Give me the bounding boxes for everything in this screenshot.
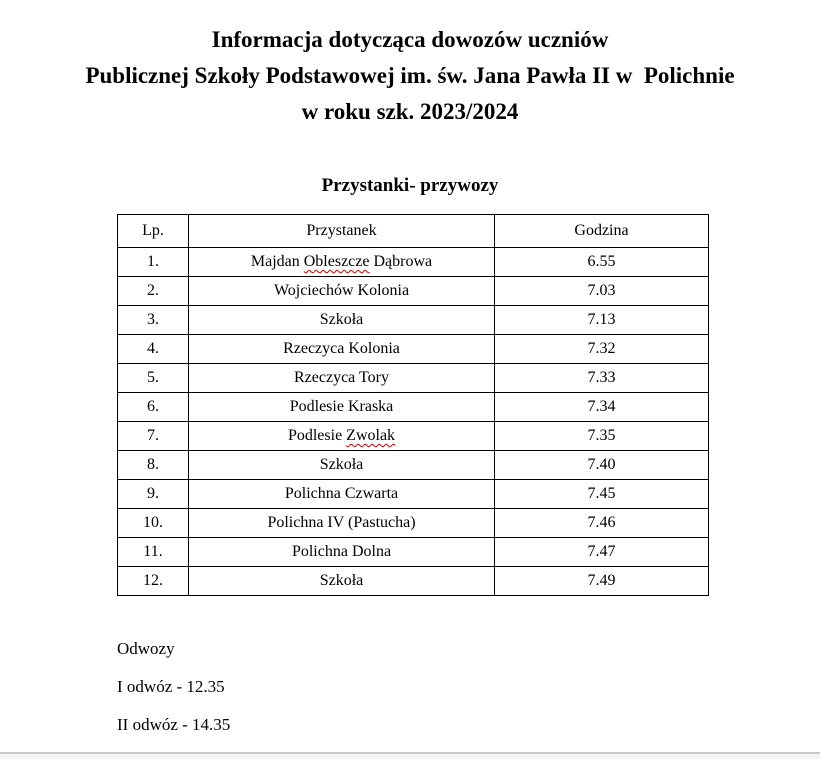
- odwoz-line-1: I odwóz - 12.35: [117, 677, 225, 696]
- cell-godzina: 7.49: [494, 566, 709, 596]
- cell-lp: 4.: [117, 334, 189, 364]
- col-header-godzina: Godzina: [494, 214, 709, 248]
- cell-godzina: 7.46: [494, 508, 709, 538]
- table-row: 3. Szkoła 7.13: [117, 305, 709, 335]
- table-row: 2. Wojciechów Kolonia 7.03: [117, 276, 709, 306]
- col-header-przystanek: Przystanek: [188, 214, 495, 248]
- cell-lp: 12.: [117, 566, 189, 596]
- cell-godzina: 7.34: [494, 392, 709, 422]
- cell-lp: 8.: [117, 450, 189, 480]
- cell-przystanek: Majdan Obleszcze Dąbrowa: [188, 247, 495, 277]
- cell-lp: 3.: [117, 305, 189, 335]
- page-bottom-edge: [0, 752, 820, 759]
- table-row: 11. Polichna Dolna 7.47: [117, 537, 709, 567]
- table-row: 5. Rzeczyca Tory 7.33: [117, 363, 709, 393]
- cell-godzina: 7.47: [494, 537, 709, 567]
- table-row: 7. Podlesie Zwolak 7.35: [117, 421, 709, 451]
- title-line-1: Informacja dotycząca dowozów uczniów: [211, 27, 609, 52]
- cell-godzina: 6.55: [494, 247, 709, 277]
- table-row: 1. Majdan Obleszcze Dąbrowa 6.55: [117, 247, 709, 277]
- cell-lp: 10.: [117, 508, 189, 538]
- cell-godzina: 7.45: [494, 479, 709, 509]
- cell-przystanek: Polichna IV (Pastucha): [188, 508, 495, 538]
- cell-lp: 11.: [117, 537, 189, 567]
- cell-lp: 9.: [117, 479, 189, 509]
- cell-lp: 5.: [117, 363, 189, 393]
- odwoz-line-2: II odwóz - 14.35: [117, 715, 231, 734]
- cell-przystanek: Wojciechów Kolonia: [188, 276, 495, 306]
- cell-godzina: 7.03: [494, 276, 709, 306]
- cell-lp: 6.: [117, 392, 189, 422]
- cell-przystanek: Polichna Dolna: [188, 537, 495, 567]
- cell-godzina: 7.33: [494, 363, 709, 393]
- cell-godzina: 7.40: [494, 450, 709, 480]
- table-row: 4. Rzeczyca Kolonia 7.32: [117, 334, 709, 364]
- title-line-2: Publicznej Szkoły Podstawowej im. św. Ja…: [85, 63, 735, 88]
- table-row: 8. Szkoła 7.40: [117, 450, 709, 480]
- cell-przystanek: Rzeczyca Kolonia: [188, 334, 495, 364]
- cell-lp: 2.: [117, 276, 189, 306]
- cell-lp: 7.: [117, 421, 189, 451]
- table-row: 10. Polichna IV (Pastucha) 7.46: [117, 508, 709, 538]
- cell-przystanek: Polichna Czwarta: [188, 479, 495, 509]
- table-row: 9. Polichna Czwarta 7.45: [117, 479, 709, 509]
- col-header-lp: Lp.: [117, 214, 189, 248]
- cell-przystanek: Szkoła: [188, 450, 495, 480]
- table-row: 6. Podlesie Kraska 7.34: [117, 392, 709, 422]
- cell-przystanek: Szkoła: [188, 566, 495, 596]
- odwozy-label: Odwozy: [117, 639, 175, 658]
- cell-przystanek: Szkoła: [188, 305, 495, 335]
- cell-przystanek: Podlesie Kraska: [188, 392, 495, 422]
- table-header-row: Lp. Przystanek Godzina: [117, 214, 709, 248]
- cell-lp: 1.: [117, 247, 189, 277]
- document-title: Informacja dotycząca dowozów uczniów Pub…: [0, 0, 820, 130]
- cell-godzina: 7.35: [494, 421, 709, 451]
- cell-przystanek: Podlesie Zwolak: [188, 421, 495, 451]
- cell-godzina: 7.32: [494, 334, 709, 364]
- cell-przystanek: Rzeczyca Tory: [188, 363, 495, 393]
- cell-godzina: 7.13: [494, 305, 709, 335]
- title-line-3: w roku szk. 2023/2024: [301, 99, 519, 124]
- misspelled-word: Zwolak: [346, 427, 396, 444]
- bus-schedule-table: Lp. Przystanek Godzina 1. Majdan Obleszcz…: [117, 214, 709, 596]
- departures-section: Odwozy I odwóz - 12.35 II odwóz - 14.35: [0, 638, 820, 736]
- misspelled-word: Obleszcze: [303, 253, 370, 270]
- section-subtitle: Przystanki- przywozy: [321, 175, 499, 196]
- table-row: 12. Szkoła 7.49: [117, 566, 709, 596]
